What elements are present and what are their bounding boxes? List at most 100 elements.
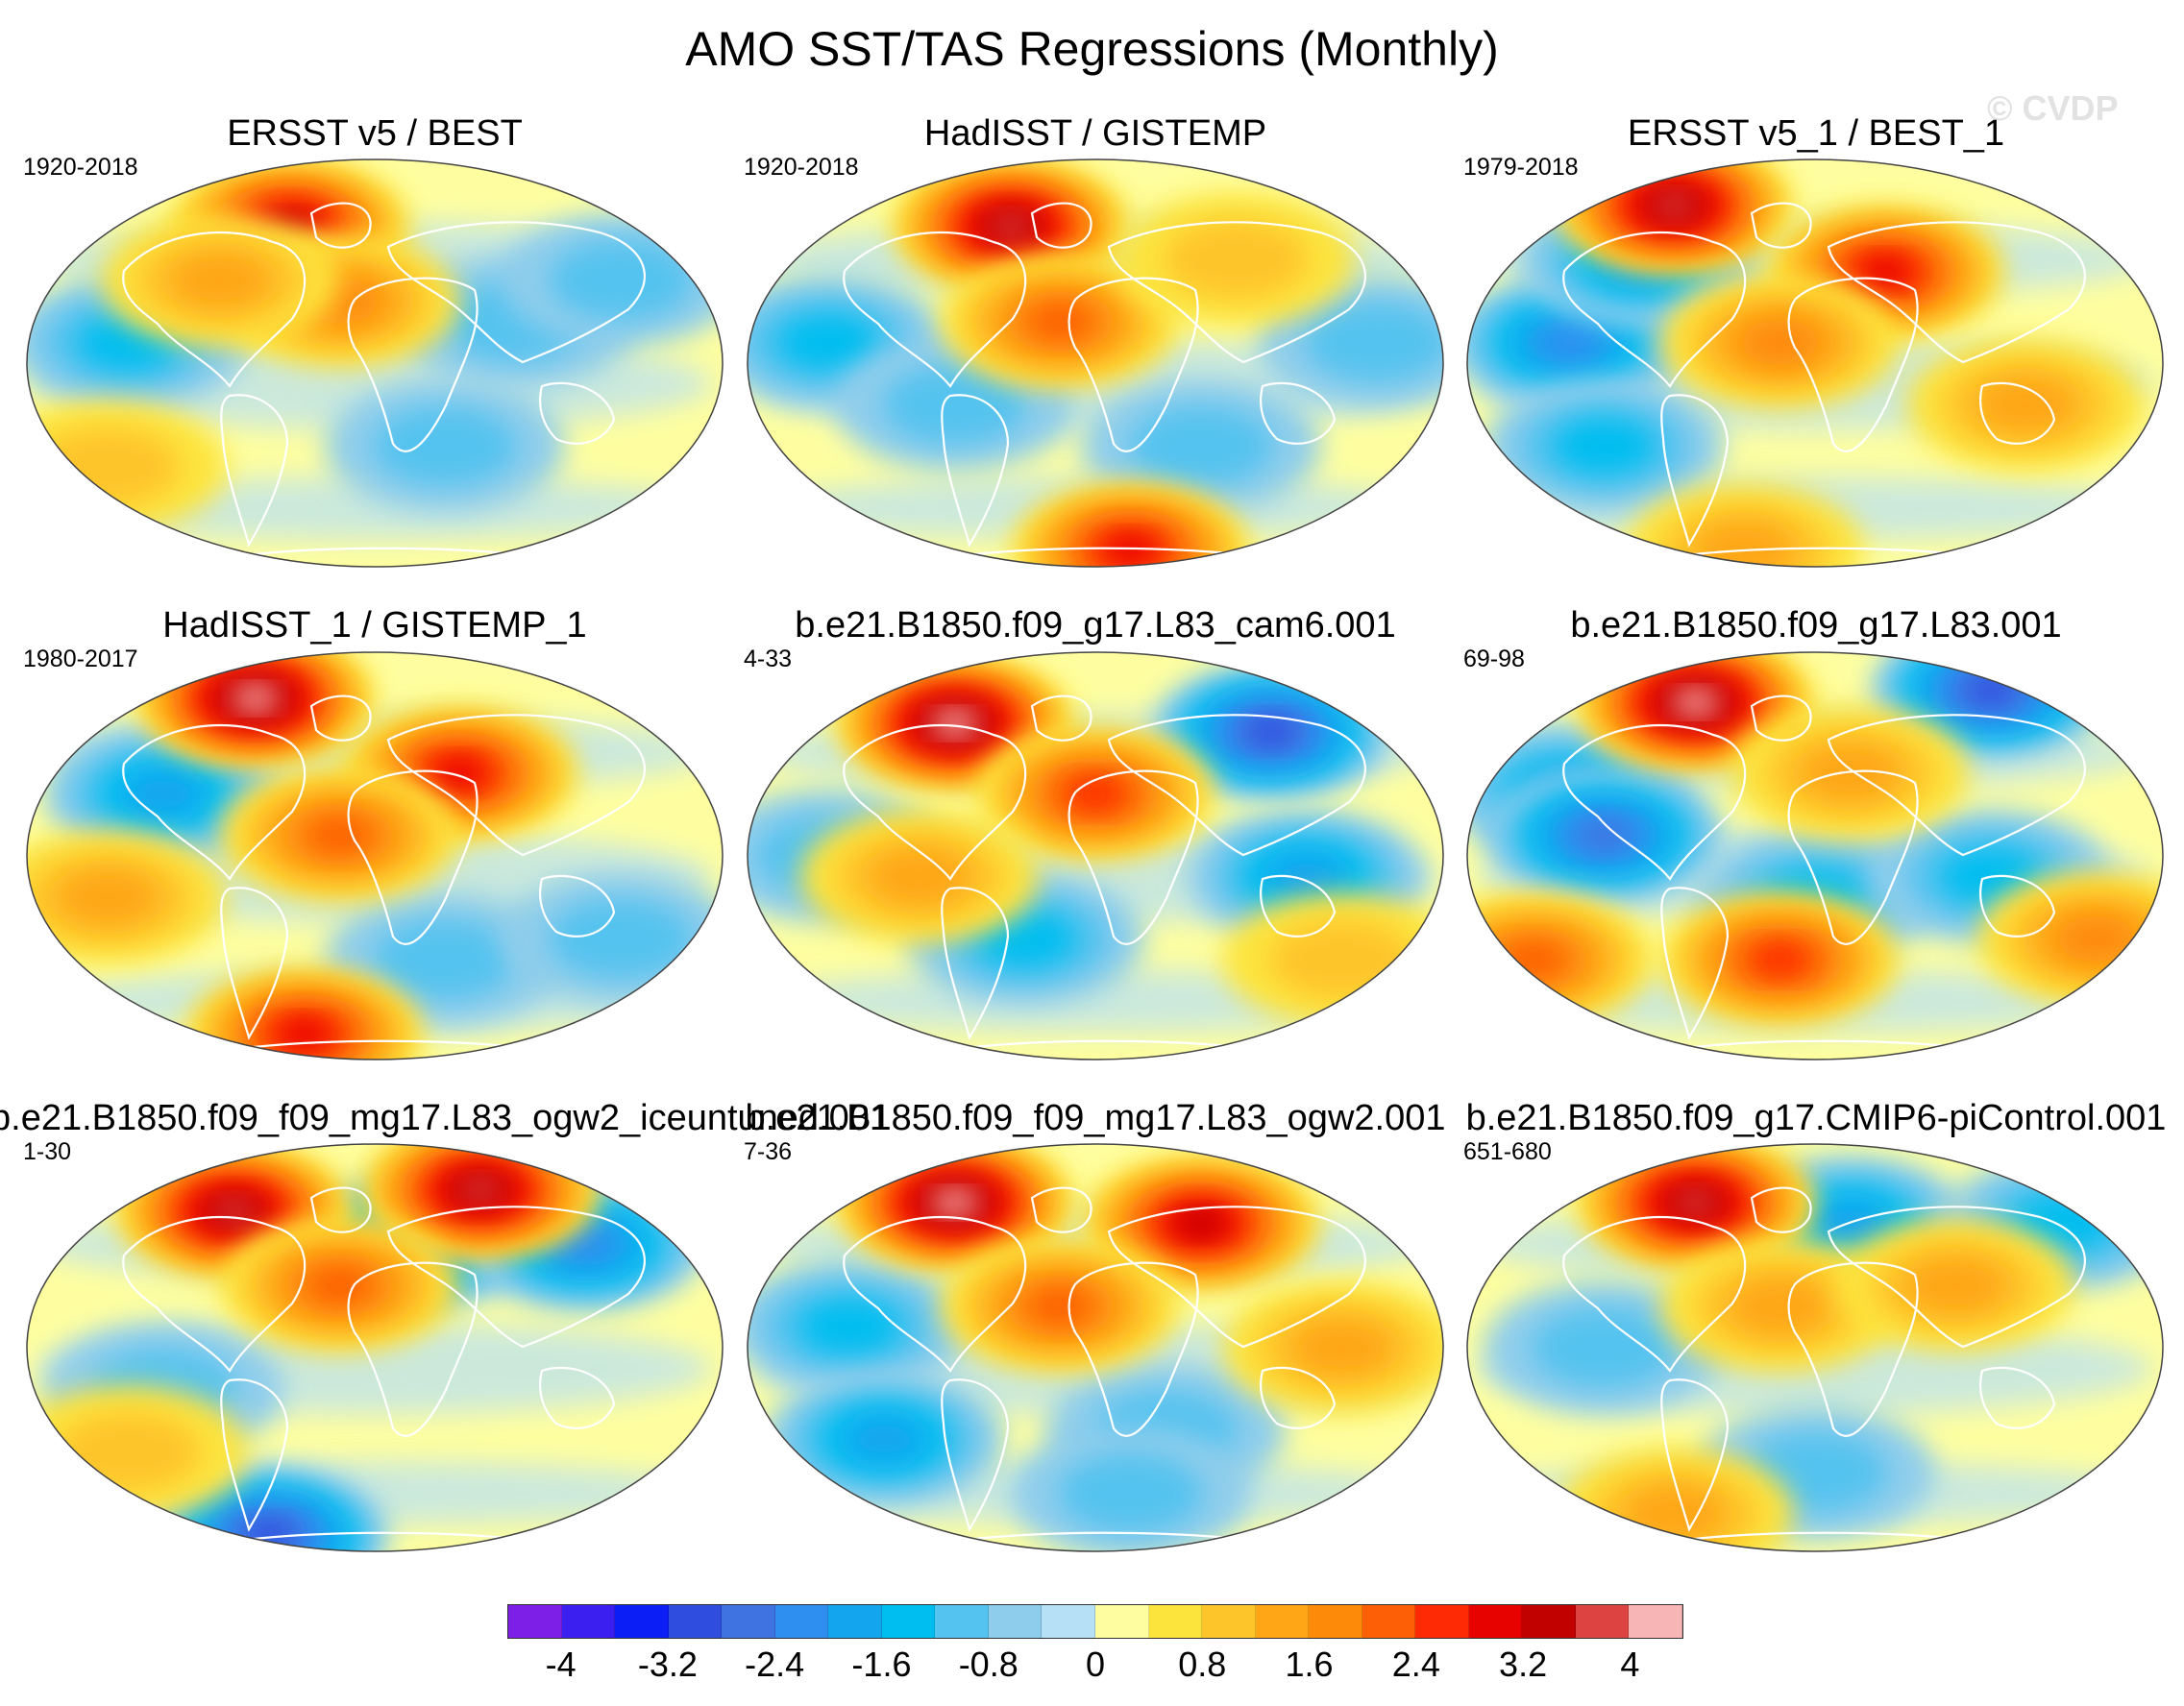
colorbar-swatch <box>1255 1605 1310 1638</box>
colorbar-swatch <box>1468 1605 1523 1638</box>
coastline <box>1260 874 1337 938</box>
coastline <box>309 202 372 249</box>
warm-anomaly <box>2056 916 2137 962</box>
world-map <box>1466 651 2164 1060</box>
warm-anomaly <box>57 1411 201 1492</box>
map-border <box>747 158 1444 568</box>
coastline <box>1562 1215 1747 1373</box>
colorbar-swatch <box>561 1605 616 1638</box>
warm-anomaly <box>1289 1319 1393 1377</box>
colorbar-swatch <box>1575 1605 1630 1638</box>
warm-anomaly <box>307 1267 373 1304</box>
coastline <box>843 723 1027 881</box>
warm-anomaly <box>868 847 971 906</box>
cold-anomaly <box>882 364 1027 445</box>
warm-anomaly <box>237 688 273 708</box>
colorbar-swatch <box>935 1605 989 1638</box>
colorbar-swatch <box>881 1605 936 1638</box>
cold-anomaly <box>844 1417 924 1462</box>
map-border <box>26 158 724 568</box>
coastline <box>941 887 1010 1040</box>
main-title: AMO SST/TAS Regressions (Monthly) <box>685 22 1499 76</box>
warm-anomaly <box>307 816 373 854</box>
coastline <box>1030 202 1092 249</box>
warm-anomaly <box>1678 693 1713 713</box>
coastline <box>347 769 479 945</box>
warm-anomaly <box>1164 219 1309 300</box>
colorbar-tick-label: 0 <box>1085 1645 1106 1684</box>
warm-anomaly <box>937 713 972 733</box>
coastline <box>1787 1261 1919 1437</box>
cold-anomaly <box>776 313 880 372</box>
map-panel <box>1463 156 2167 571</box>
colorbar-tick-label: 0.8 <box>1178 1645 1227 1684</box>
colorbar-tick-label: 2.4 <box>1391 1645 1440 1684</box>
warm-anomaly <box>1501 941 1567 978</box>
warm-anomaly <box>461 1179 500 1201</box>
cold-anomaly <box>1532 1307 1677 1388</box>
panel-title: b.e21.B1850.f09_f09_mg17.L83_ogw2_iceunt… <box>0 1098 891 1138</box>
coastline <box>220 887 289 1040</box>
coastline <box>1750 695 1812 742</box>
coastline <box>1562 723 1747 881</box>
map-panel <box>744 648 1447 1063</box>
warm-anomaly <box>280 1020 329 1048</box>
warm-anomaly <box>168 251 272 309</box>
coastline <box>1107 221 1366 364</box>
cold-anomaly <box>1058 1452 1203 1533</box>
world-map <box>1466 158 2164 568</box>
world-map <box>26 651 724 1060</box>
colorbar-swatch <box>1095 1605 1149 1638</box>
map-border <box>26 1143 724 1552</box>
warm-anomaly <box>1975 376 2077 433</box>
colorbar-swatch <box>774 1605 829 1638</box>
cold-anomaly <box>1247 718 1295 745</box>
warm-anomaly <box>1106 536 1155 564</box>
colorbar-swatch <box>668 1605 723 1638</box>
panel-period: 1920-2018 <box>23 154 138 181</box>
coastline <box>1787 769 1919 945</box>
cold-anomaly <box>1576 819 1632 851</box>
panel-title: b.e21.B1850.f09_g17.L83.001 <box>1570 605 2062 646</box>
warm-anomaly <box>1027 1287 1093 1325</box>
cold-anomaly <box>1305 302 1443 382</box>
map-panel <box>744 156 1447 571</box>
coastline <box>1750 1186 1812 1233</box>
colorbar-tick-label: -0.8 <box>958 1645 1018 1684</box>
coastline <box>386 221 646 364</box>
warm-anomaly <box>1655 194 1694 216</box>
colorbar-tick-label: 4 <box>1620 1645 1640 1684</box>
coastline <box>1660 887 1730 1040</box>
coastline <box>1827 714 2086 857</box>
colorbar-swatch <box>1415 1605 1469 1638</box>
panel-period: 4-33 <box>744 646 793 672</box>
cold-anomaly <box>373 919 517 1000</box>
coastline <box>539 874 616 938</box>
cold-anomaly <box>1129 405 1273 486</box>
warm-anomaly <box>992 215 1030 237</box>
coastline <box>1107 1206 1366 1349</box>
world-map <box>26 1143 724 1552</box>
coastline <box>347 1261 479 1437</box>
coastline <box>1750 202 1812 249</box>
panel-period: 69-98 <box>1463 646 1525 672</box>
coastline <box>1979 1366 2056 1429</box>
map-panel <box>1463 1140 2167 1555</box>
colorbar <box>507 1604 1683 1639</box>
colorbar-swatch <box>828 1605 882 1638</box>
colorbar-swatch <box>1309 1605 1362 1638</box>
coastline <box>309 695 372 742</box>
map-panel <box>23 1140 726 1555</box>
warm-anomaly <box>1739 320 1820 365</box>
warm-anomaly <box>1179 1211 1222 1235</box>
colorbar-swatch <box>722 1605 775 1638</box>
coastline <box>220 1378 289 1532</box>
colorbar-swatch <box>988 1605 1043 1638</box>
warm-anomaly <box>1904 1256 2007 1314</box>
colorbar-swatch <box>1522 1605 1576 1638</box>
coastline <box>1562 231 1747 388</box>
colorbar-tick-label: -2.4 <box>745 1645 805 1684</box>
map-border <box>1466 651 2164 1060</box>
cold-anomaly <box>1266 854 1347 899</box>
warm-anomaly <box>1861 258 1910 285</box>
